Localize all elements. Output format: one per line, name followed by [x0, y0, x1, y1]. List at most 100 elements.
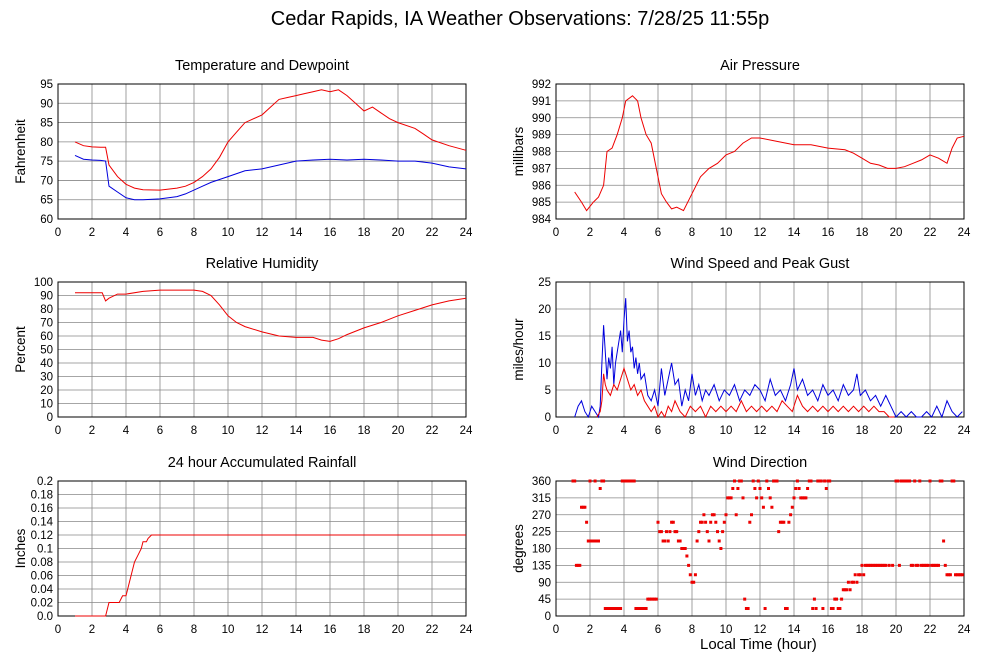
x-tick-label: 10	[720, 425, 733, 437]
direction-point	[775, 479, 779, 483]
direction-point	[933, 563, 937, 567]
y-tick-label: 30	[40, 372, 53, 384]
x-tick-label: 18	[358, 425, 371, 437]
direction-point	[811, 607, 815, 610]
x-tick-label: 8	[191, 425, 197, 437]
direction-point	[690, 580, 694, 584]
direction-point	[816, 479, 820, 483]
direction-point	[654, 597, 658, 601]
direction-point	[682, 547, 685, 550]
direction-point	[955, 573, 959, 577]
y-tick-label: 986	[532, 180, 551, 192]
direction-point	[845, 588, 849, 592]
x-tick-label: 16	[324, 624, 337, 636]
direction-point	[843, 588, 847, 592]
direction-point	[676, 539, 680, 543]
direction-point	[778, 520, 782, 524]
direction-point	[707, 539, 711, 543]
rain-series-red-line	[75, 534, 466, 617]
x-tick-label: 6	[655, 425, 661, 437]
direction-point	[829, 607, 833, 610]
direction-point	[625, 479, 629, 483]
y-tick-label: 0.1	[37, 544, 53, 556]
direction-point	[573, 479, 577, 483]
direction-point	[717, 539, 721, 543]
x-tick-label: 0	[553, 425, 559, 437]
y-tick-label: 60	[40, 331, 53, 343]
direction-point	[634, 607, 638, 610]
direction-point	[928, 479, 932, 483]
x-tick-label: 24	[460, 227, 473, 239]
direction-point	[954, 573, 957, 577]
direction-point	[838, 607, 842, 610]
x-tick-label: 8	[689, 624, 695, 636]
rain-y-axis-label: Inches	[13, 528, 28, 568]
direction-point	[665, 530, 668, 534]
page-title: Cedar Rapids, IA Weather Observations: 7…	[270, 8, 770, 30]
direction-point	[598, 487, 602, 490]
direction-point	[700, 520, 704, 524]
direction-point	[722, 520, 726, 524]
rain-chart-title: 24 hour Accumulated Rainfall	[168, 455, 357, 471]
wind-chart-title: Wind Speed and Peak Gust	[671, 256, 850, 272]
direction-point	[605, 607, 609, 610]
y-tick-label: 990	[532, 113, 551, 125]
direction-point	[802, 496, 806, 500]
direction-point	[943, 563, 947, 567]
y-tick-label: 988	[532, 147, 551, 159]
direction-point	[865, 563, 869, 567]
x-axis-label: Local Time (hour)	[700, 636, 817, 653]
direction-point	[785, 607, 789, 610]
direction-point	[913, 479, 917, 483]
x-tick-label: 20	[392, 624, 405, 636]
direction-point	[926, 563, 930, 567]
direction-point	[678, 539, 682, 543]
direction-point	[683, 547, 687, 550]
direction-point	[882, 563, 886, 567]
direction-point	[632, 479, 636, 483]
direction-point	[668, 530, 672, 534]
x-tick-label: 6	[655, 624, 661, 636]
x-tick-label: 2	[89, 425, 95, 437]
direction-point	[750, 513, 753, 517]
direction-point	[671, 520, 675, 524]
direction-point	[789, 513, 793, 517]
y-tick-label: 10	[40, 399, 53, 411]
y-tick-label: 70	[40, 318, 53, 330]
x-tick-label: 10	[222, 624, 235, 636]
x-tick-label: 6	[157, 425, 163, 437]
direction-point	[804, 496, 808, 500]
direction-point	[923, 563, 927, 567]
direction-point	[908, 479, 912, 483]
direction-point	[576, 563, 580, 567]
direction-point	[612, 607, 616, 610]
direction-point	[726, 496, 730, 500]
direction-point	[746, 607, 750, 610]
y-tick-label: 70	[40, 175, 53, 187]
direction-point	[901, 479, 905, 483]
pressure-y-axis-label: millibars	[511, 127, 526, 177]
direction-point	[826, 479, 830, 483]
direction-point	[824, 487, 828, 490]
y-tick-label: 95	[40, 79, 53, 91]
direction-point	[603, 607, 607, 610]
x-tick-label: 4	[621, 425, 628, 437]
x-tick-label: 10	[720, 227, 733, 239]
direction-point	[848, 588, 852, 592]
humidity-series-red-line	[75, 289, 467, 342]
direction-point	[571, 479, 575, 483]
y-tick-label: 25	[538, 277, 551, 289]
direction-point	[948, 573, 952, 577]
direction-point	[692, 580, 696, 584]
direction-point	[858, 573, 862, 577]
direction-point	[734, 513, 738, 517]
direction-point	[942, 539, 946, 543]
y-tick-label: 40	[40, 358, 53, 370]
direction-point	[721, 530, 725, 534]
direction-point	[743, 597, 747, 601]
direction-point	[812, 597, 816, 601]
x-tick-label: 22	[924, 624, 937, 636]
x-tick-label: 8	[191, 624, 197, 636]
y-tick-label: 100	[34, 277, 53, 289]
